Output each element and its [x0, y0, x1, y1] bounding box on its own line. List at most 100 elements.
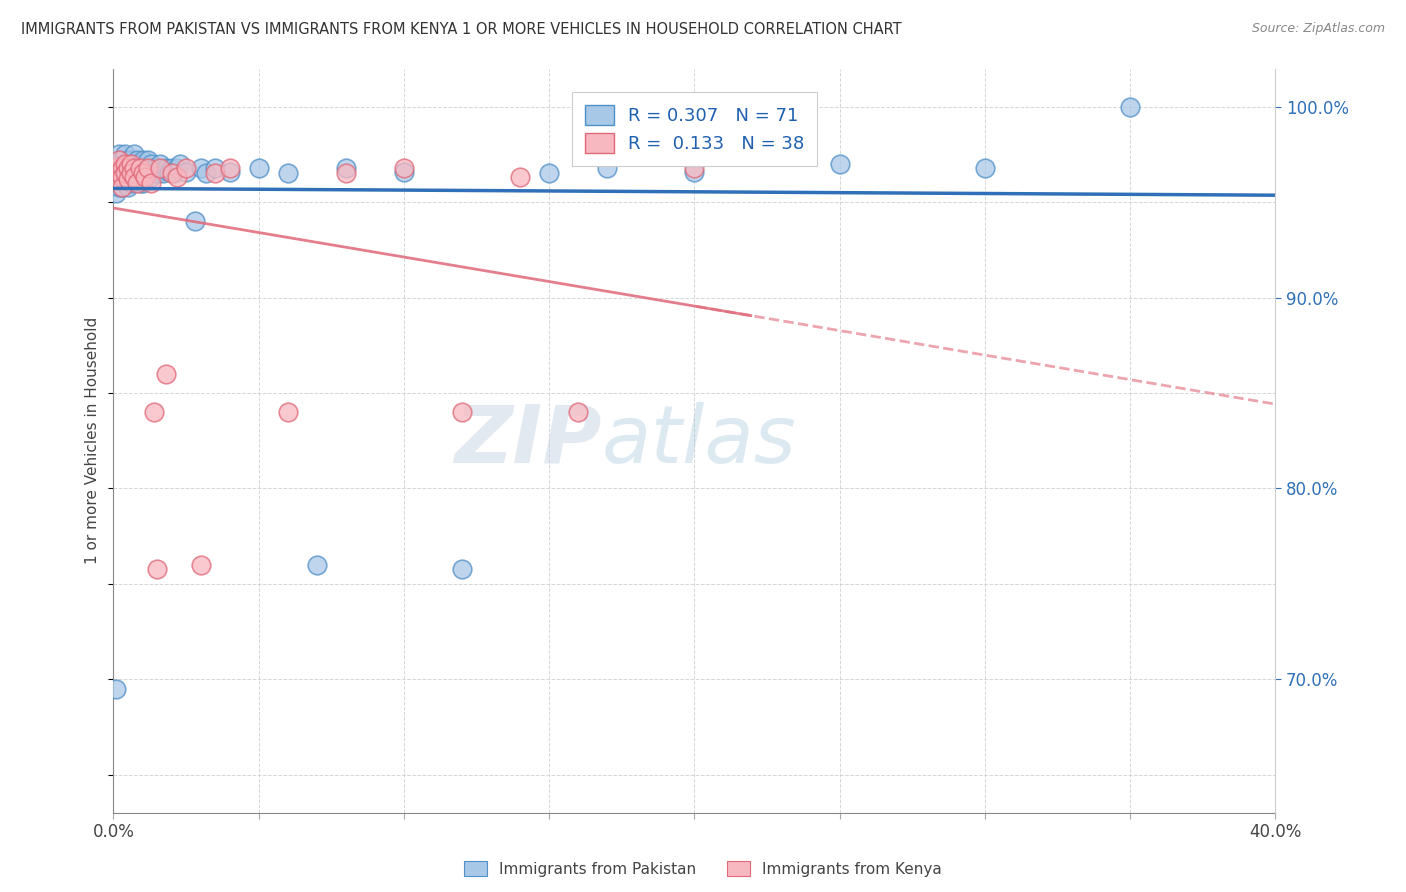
Point — [114, 157, 136, 171]
Point — [174, 161, 197, 175]
Point — [155, 367, 177, 381]
Point — [149, 157, 172, 171]
Point — [1119, 100, 1142, 114]
Point — [277, 405, 299, 419]
Point — [108, 167, 131, 181]
Point — [683, 161, 706, 175]
Point — [125, 162, 148, 177]
Point — [128, 176, 150, 190]
Point — [131, 162, 153, 177]
Point — [117, 172, 139, 186]
Text: Source: ZipAtlas.com: Source: ZipAtlas.com — [1251, 22, 1385, 36]
Point — [538, 167, 561, 181]
Point — [392, 164, 415, 178]
Point — [160, 161, 183, 175]
Point — [596, 161, 619, 175]
Point — [125, 170, 148, 185]
Point — [451, 405, 474, 419]
Point — [108, 153, 131, 168]
Point — [114, 167, 136, 181]
Point — [125, 176, 148, 190]
Point — [143, 161, 166, 175]
Point — [105, 167, 128, 181]
Point — [131, 176, 153, 190]
Point — [105, 176, 128, 190]
Point — [128, 167, 150, 181]
Point — [277, 167, 299, 181]
Point — [117, 179, 139, 194]
Point — [134, 170, 156, 185]
Point — [141, 176, 163, 190]
Point — [128, 157, 150, 171]
Point — [122, 157, 145, 171]
Point — [122, 174, 145, 188]
Point — [190, 161, 212, 175]
Point — [111, 153, 134, 168]
Point — [166, 170, 188, 185]
Point — [122, 170, 145, 185]
Point — [509, 170, 531, 185]
Point — [204, 161, 226, 175]
Text: ZIP: ZIP — [454, 401, 602, 480]
Point — [149, 161, 172, 175]
Point — [195, 167, 218, 181]
Point — [117, 170, 139, 185]
Point — [131, 153, 153, 168]
Point — [683, 164, 706, 178]
Point — [305, 558, 328, 572]
Point — [108, 147, 131, 161]
Point — [111, 170, 134, 185]
Point — [218, 161, 240, 175]
Point — [174, 164, 197, 178]
Point — [120, 153, 142, 168]
Point — [111, 161, 134, 175]
Point — [120, 167, 142, 181]
Point — [111, 161, 134, 175]
Point — [190, 558, 212, 572]
Point — [122, 161, 145, 175]
Point — [184, 214, 207, 228]
Point — [138, 153, 160, 168]
Point — [160, 167, 183, 181]
Point — [108, 157, 131, 171]
Point — [134, 161, 156, 175]
Point — [166, 161, 188, 175]
Point — [218, 164, 240, 178]
Point — [111, 170, 134, 185]
Point — [117, 153, 139, 168]
Text: atlas: atlas — [602, 401, 796, 480]
Point — [152, 167, 174, 181]
Point — [105, 161, 128, 175]
Point — [169, 157, 191, 171]
Point — [114, 176, 136, 190]
Point — [120, 176, 142, 190]
Point — [122, 147, 145, 161]
Point — [974, 161, 997, 175]
Point — [108, 179, 131, 194]
Point — [141, 170, 163, 185]
Point — [117, 161, 139, 175]
Point — [392, 161, 415, 175]
Point — [128, 161, 150, 175]
Point — [155, 161, 177, 175]
Text: IMMIGRANTS FROM PAKISTAN VS IMMIGRANTS FROM KENYA 1 OR MORE VEHICLES IN HOUSEHOL: IMMIGRANTS FROM PAKISTAN VS IMMIGRANTS F… — [21, 22, 901, 37]
Point — [204, 167, 226, 181]
Point — [114, 167, 136, 181]
Point — [114, 157, 136, 171]
Point — [335, 167, 357, 181]
Point — [828, 157, 851, 171]
Point — [141, 157, 163, 171]
Point — [451, 561, 474, 575]
Point — [117, 161, 139, 175]
Point — [122, 164, 145, 178]
Point — [131, 167, 153, 181]
Point — [567, 405, 589, 419]
Point — [143, 405, 166, 419]
Point — [105, 172, 128, 186]
Point — [105, 186, 128, 200]
Point — [157, 164, 180, 178]
Point — [138, 161, 160, 175]
Point — [105, 157, 128, 171]
Point — [114, 147, 136, 161]
Point — [146, 561, 169, 575]
